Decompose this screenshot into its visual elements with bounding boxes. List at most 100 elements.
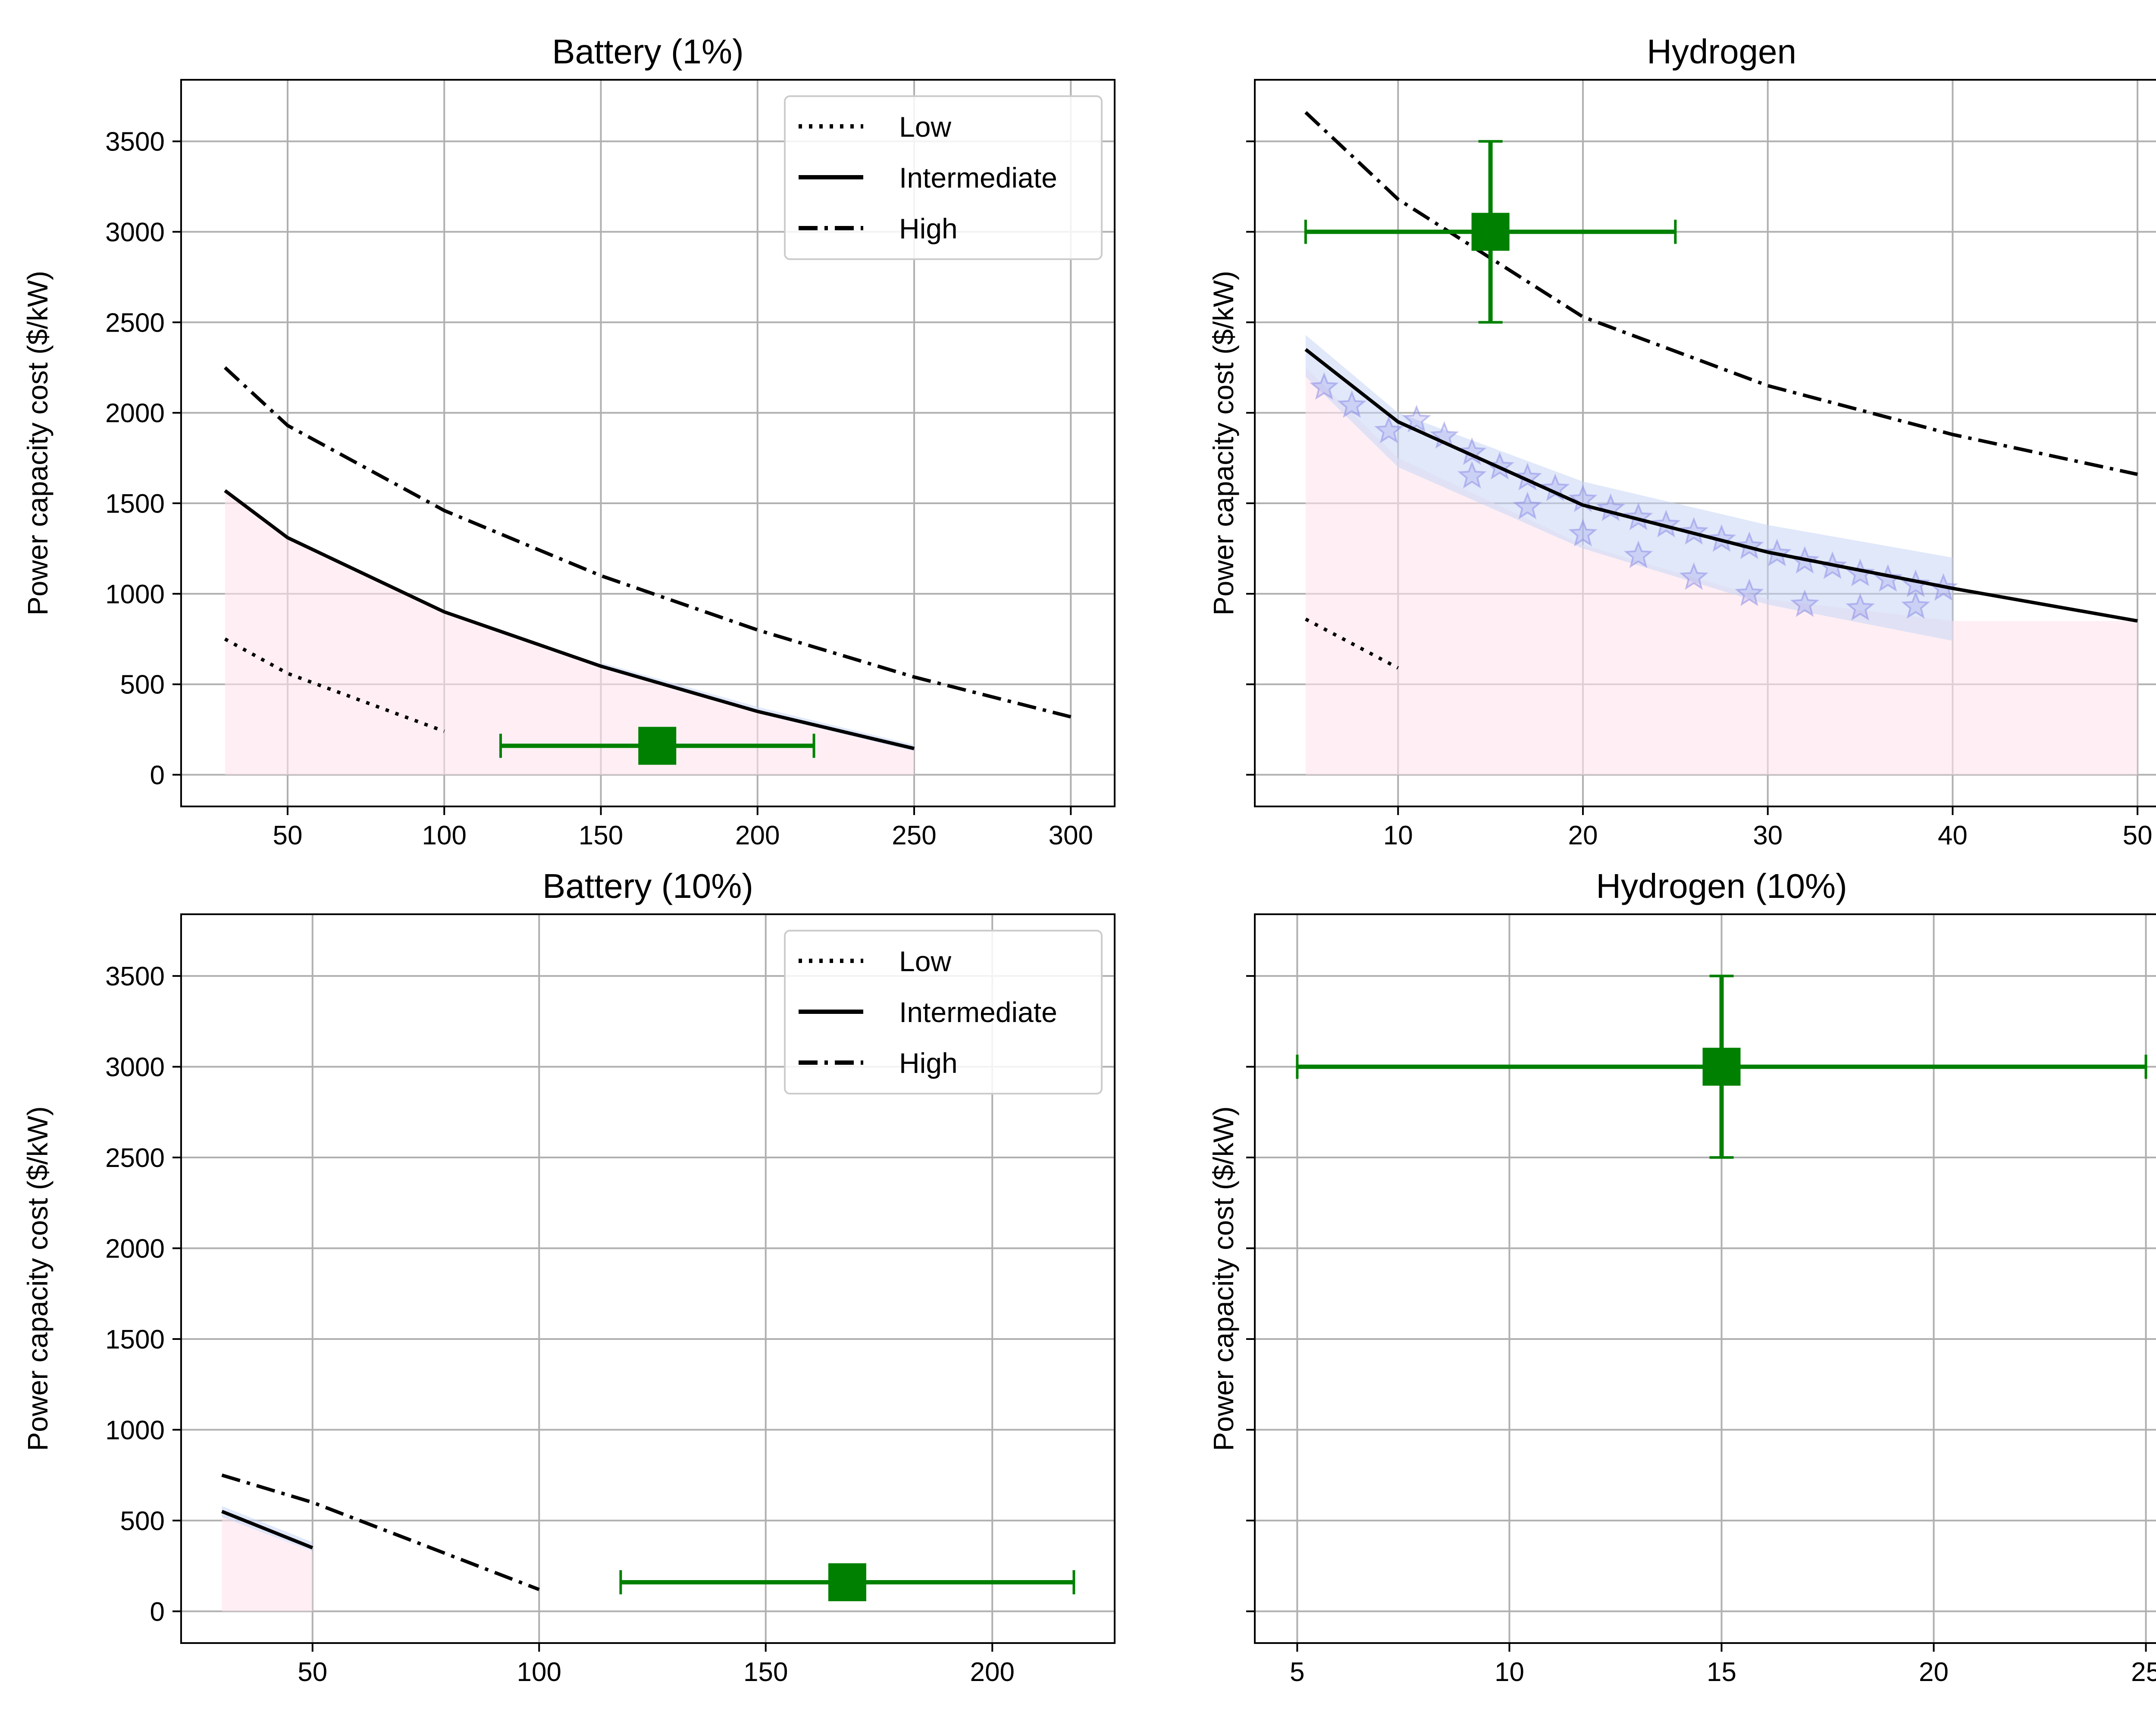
axes-frame: [1254, 79, 2156, 807]
legend-box: [784, 930, 1103, 1095]
x-tick-label: 200: [970, 1657, 1015, 1687]
y-tick-label: 2500: [105, 1143, 165, 1173]
hatch-star: [1457, 437, 1487, 465]
hatch-star: [1790, 589, 1820, 617]
hatch-star: [1623, 540, 1653, 568]
errorbar: [1304, 140, 1677, 324]
area-fill: [222, 1515, 313, 1612]
y-axis-label: Power capacity cost ($/kW): [1207, 1106, 1239, 1451]
x-tick-label: 20: [1568, 821, 1598, 850]
y-tick-label: 500: [120, 670, 165, 700]
hatch-star: [1513, 491, 1542, 520]
hatch-star: [1679, 517, 1708, 545]
hatch-star: [1374, 415, 1404, 443]
panel-title: Hydrogen (10%): [1596, 867, 1847, 905]
panel-title: Battery (1%): [552, 32, 744, 71]
hatch-star: [1901, 591, 1930, 619]
series-line-high: [221, 1473, 540, 1591]
y-axis-label: Power capacity cost ($/kW): [1207, 271, 1239, 616]
hatch-star: [1679, 562, 1708, 590]
y-tick-label: 2000: [105, 398, 165, 428]
y-tick-label: 1500: [105, 1325, 165, 1355]
series-line-intermediate: [221, 1510, 313, 1549]
errorbar: [1296, 975, 2147, 1159]
hatch-star: [1735, 578, 1764, 606]
panel-battery-10: 50 100 150 2000500100015002000250030003500B…: [22, 867, 1116, 1687]
y-tick-label: 3000: [105, 1053, 165, 1082]
hatch-star: [1623, 502, 1653, 530]
hatch-star: [1457, 461, 1487, 489]
series-line-low: [1305, 618, 1399, 670]
series-line-high: [1304, 111, 2138, 476]
y-axis-label: Power capacity cost ($/kW): [22, 271, 53, 616]
y-tick-label: 3500: [105, 127, 165, 157]
x-tick-label: 200: [735, 821, 780, 850]
x-tick-label: 20: [1919, 1657, 1949, 1687]
x-tick-label: 50: [2123, 821, 2153, 850]
panel-hydrogen-10: 5 10 15 20 25 Hydrogen (10%) Power capacity co…: [1207, 867, 2156, 1687]
hatch-star: [1337, 390, 1366, 418]
x-tick-label: 5: [1290, 1657, 1304, 1687]
y-axis-label: Power capacity cost ($/kW): [22, 1106, 53, 1451]
panel-battery-1: 50 100 150 200 250 30005001000150020002500300…: [22, 32, 1116, 850]
x-tick-label: 150: [743, 1657, 788, 1687]
hatch-star: [1846, 593, 1875, 621]
x-tick-label: 300: [1049, 821, 1093, 850]
hatch-star: [1310, 372, 1339, 400]
panel-hydrogen: 10 20 30 40 50 Hydrogen Power capacity cost ($…: [1207, 32, 2156, 850]
series-line-intermediate: [224, 489, 915, 750]
legend-label: Intermediate: [899, 996, 1057, 1028]
area-fill: [1305, 367, 2138, 775]
data-marker-square: [828, 1563, 866, 1601]
x-tick-label: 30: [1753, 821, 1783, 850]
legend-label: High: [899, 213, 958, 245]
hatch-star: [1735, 531, 1764, 559]
x-tick-label: 15: [1707, 1657, 1736, 1687]
x-tick-label: 100: [517, 1657, 561, 1687]
legend-label: High: [899, 1047, 958, 1079]
axes-frame: [1254, 913, 2156, 1644]
y-tick-label: 3000: [105, 218, 165, 248]
legend-box: [784, 95, 1103, 260]
y-tick-label: 500: [120, 1506, 165, 1536]
hatch-star: [1651, 509, 1681, 538]
hatch-star: [1513, 462, 1542, 491]
series-line-high: [223, 366, 1072, 719]
y-tick-label: 1000: [105, 1415, 165, 1445]
data-marker-square: [638, 727, 677, 765]
y-tick-label: 2000: [105, 1234, 165, 1264]
legend-label: Intermediate: [899, 162, 1057, 194]
y-tick-label: 3500: [105, 962, 165, 991]
x-tick-label: 40: [1938, 821, 1968, 850]
hatch-star: [1568, 518, 1598, 547]
legend-label: Low: [899, 945, 951, 977]
errorbar: [619, 1563, 1075, 1601]
x-tick-label: 100: [422, 821, 467, 850]
axes-frame: [180, 913, 1116, 1644]
x-tick-label: 50: [273, 821, 303, 850]
y-tick-label: 2500: [105, 308, 165, 338]
axes-frame: [180, 79, 1116, 807]
errorbar: [499, 727, 815, 765]
legend: Low Intermediate High: [784, 930, 1103, 1095]
x-tick-label: 25: [2131, 1657, 2156, 1687]
panel-title: Hydrogen: [1647, 32, 1796, 71]
hatch-star: [1596, 493, 1626, 521]
area-fill: [225, 490, 915, 775]
hatch-star: [1402, 405, 1431, 433]
x-tick-label: 250: [892, 821, 936, 850]
y-tick-label: 0: [150, 761, 165, 790]
data-marker-square: [1471, 213, 1510, 251]
data-marker-square: [1702, 1048, 1741, 1086]
y-tick-label: 1500: [105, 489, 165, 519]
x-tick-label: 10: [1383, 821, 1413, 850]
x-tick-label: 50: [298, 1657, 327, 1687]
panel-title: Battery (10%): [542, 867, 753, 905]
hatch-star: [1707, 524, 1736, 552]
series-line-intermediate: [1304, 348, 2138, 623]
legend-label: Low: [899, 111, 951, 143]
x-tick-label: 150: [579, 821, 623, 850]
legend: Low Intermediate High: [784, 95, 1103, 260]
series-line-low: [224, 637, 445, 733]
